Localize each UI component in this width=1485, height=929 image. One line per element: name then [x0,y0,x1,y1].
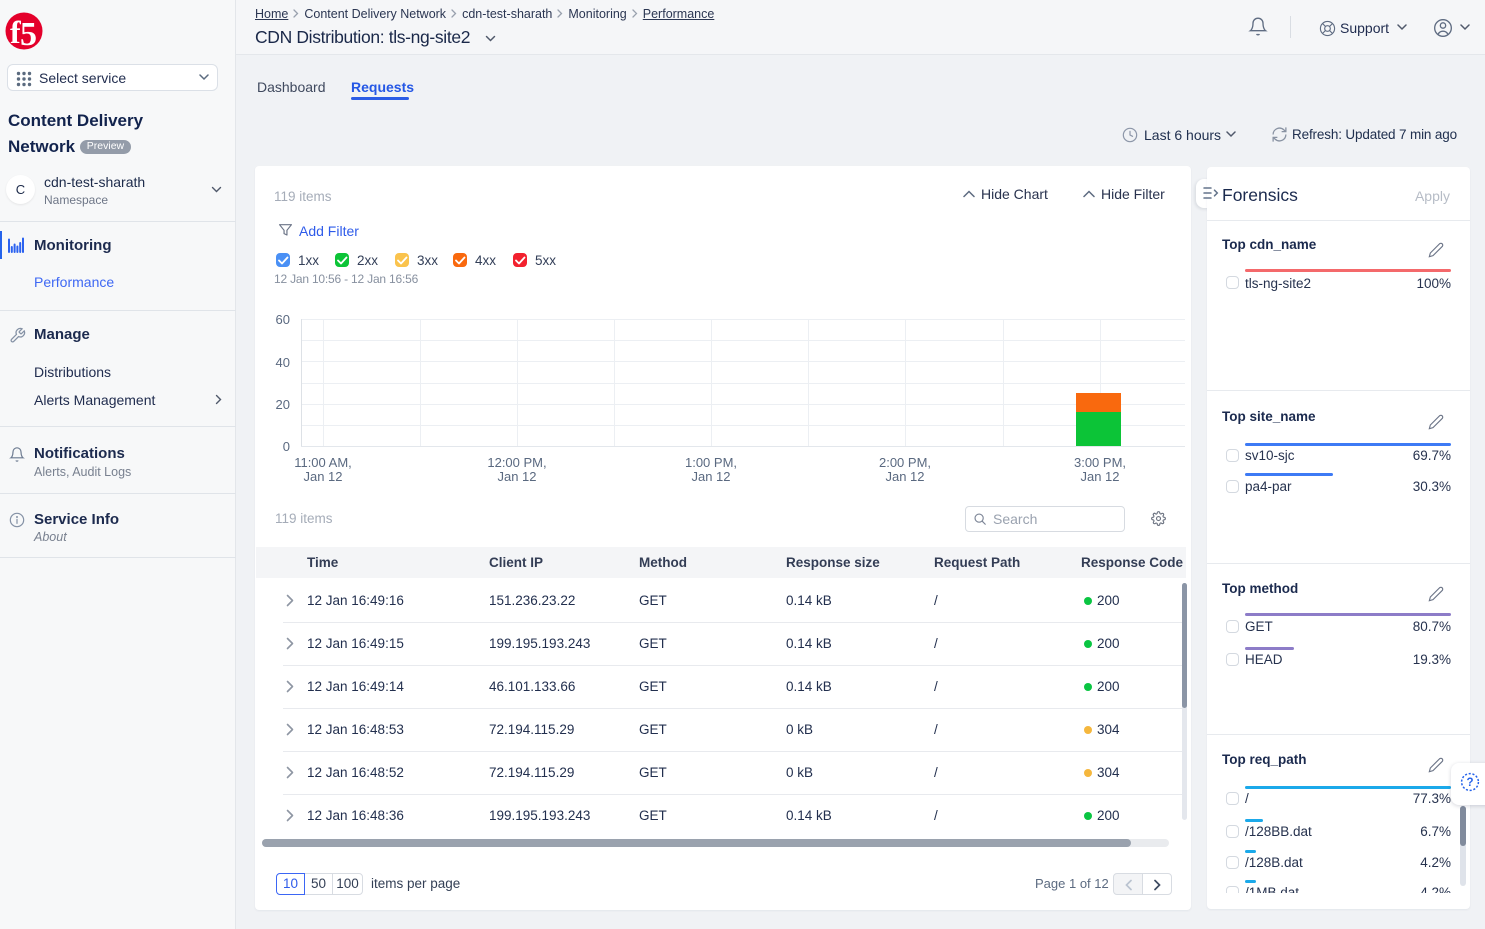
svg-text:?: ? [1466,777,1473,789]
svg-text:f: f [10,14,21,50]
svg-text:5: 5 [20,16,37,50]
